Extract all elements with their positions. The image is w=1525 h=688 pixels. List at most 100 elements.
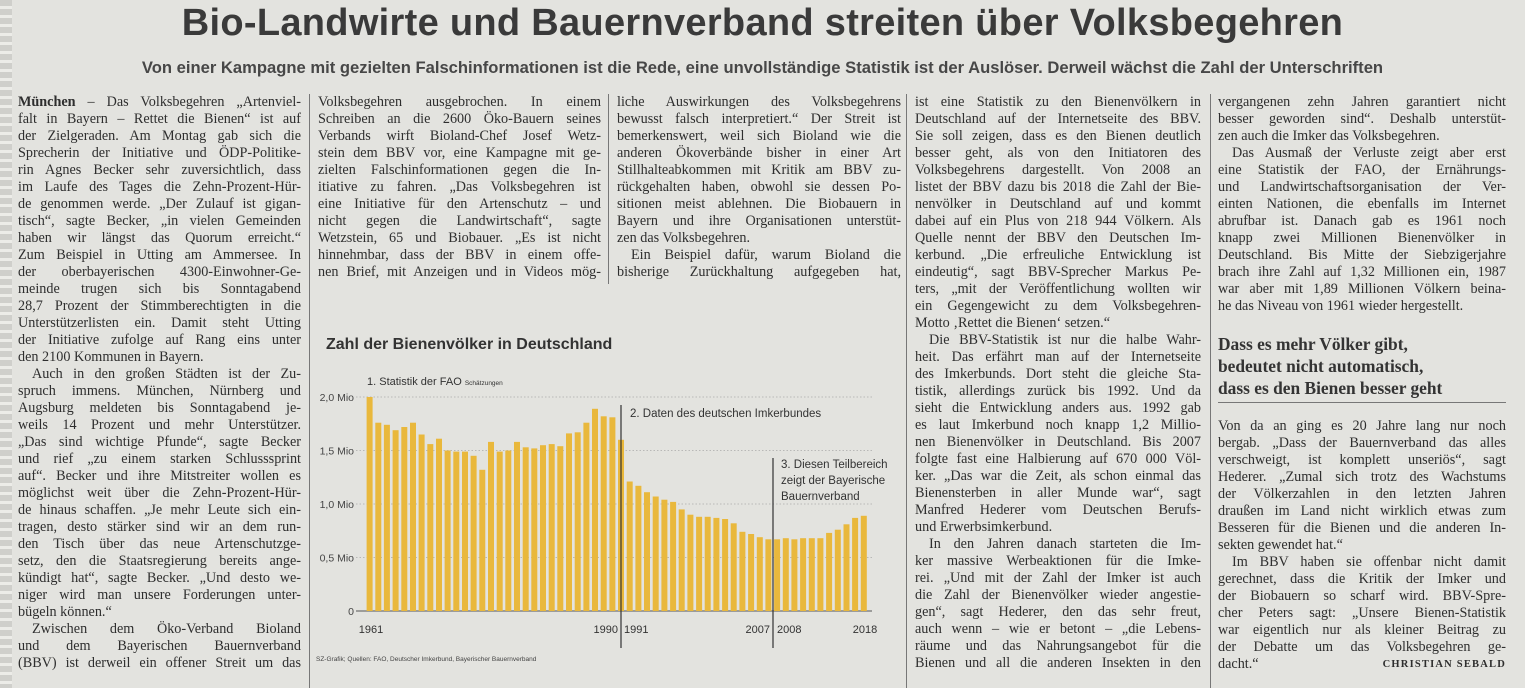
text-line: der Zielgeraden. Am Montag gab sich die	[18, 128, 301, 144]
text-line: liche Auswirkungen des Volksbegehrens	[617, 94, 901, 110]
text-line: nenvölker in Deutschland auf und kommt	[915, 196, 1201, 212]
text-line: dacht.“ CHRISTIAN SEBALD	[1218, 656, 1506, 673]
text-line: eine Initiative für den Artenschutz – un…	[318, 196, 601, 212]
text-line: nen Brief, mit Anzeigen und in Videos mö…	[318, 264, 601, 280]
bee-colonies-chart: Zahl der Bienenvölker in Deutschland 0 0,…	[312, 325, 905, 688]
bar-1974	[479, 469, 486, 611]
bar-2018	[860, 515, 867, 611]
x-tick-label: 1990	[594, 624, 618, 636]
text-line: Bienensterben in aller Munde war“, sagt	[915, 485, 1201, 501]
x-tick-label: 2018	[853, 624, 877, 636]
bar-1995	[661, 499, 668, 611]
text-line: niger wird man unsere Forderungen unter-	[18, 587, 301, 603]
bar-2007	[765, 539, 772, 611]
article-column-3: liche Auswirkungen des Volksbegehrens bew…	[617, 94, 901, 281]
text-line: Stillhalteabkommen mit Kritik am BBV zu-	[617, 162, 901, 178]
bar-1966	[410, 422, 416, 611]
pull-quote-line: dass es den Bienen besser geht	[1218, 378, 1443, 398]
text-line: sieht die Entwicklung anders aus. 1992 g…	[915, 400, 1201, 416]
text-line: Sprecherin der Initiative und ÖDP-Politi…	[18, 145, 301, 161]
text-line: auf“. Becker und ihre Mitstreiter wollen…	[18, 468, 301, 484]
text-line-content: dacht.“	[1218, 656, 1259, 672]
text-line: Sie soll zeigen, dass es den Bienen deut…	[915, 128, 1201, 144]
bar-1983	[557, 446, 564, 611]
text-line: gerechnet, dass die Kritik der Imker und	[1218, 571, 1506, 587]
bar-1971	[453, 451, 460, 611]
bar-1962	[375, 422, 382, 611]
pull-quote: Dass es mehr Völker gibt, bedeutet nicht…	[1218, 333, 1508, 399]
bar-2006	[756, 537, 763, 611]
text-line: und Landwirtschaftsorganisation der Ver-	[1218, 179, 1506, 195]
text-line: Das Ausmaß der Verluste zeigt aber erst	[1232, 145, 1506, 161]
text-line: Im BBV haben sie offenbar nicht damit	[1232, 554, 1506, 570]
bar-2003	[730, 523, 737, 611]
bar-1986	[583, 422, 590, 611]
bar-2000	[704, 516, 711, 611]
bar-1973	[470, 455, 477, 611]
text-line: tragen, desto stärker sind wir an dem ru…	[18, 519, 301, 535]
bar-2015	[834, 529, 841, 611]
text-line: Deutschland auf der Internetseite des BB…	[915, 111, 1201, 127]
text-line: es laut Imkerbund noch knapp 1,2 Millio-	[915, 417, 1201, 433]
text-line: besser geht, als von den Initiatoren des	[915, 145, 1201, 161]
text-line: den Tisch über das neue Artenschutzge-	[18, 536, 301, 552]
text-line: Volksbegehren ausgebrochen. In einem	[318, 94, 601, 110]
text-line: draußen im Land nicht wirklich etwas zum	[1218, 503, 1506, 519]
bar-2001	[713, 517, 720, 611]
text-line: cher Peters sagt: „Unsere Bienen-Statist…	[1218, 605, 1506, 621]
text-line: besser geworden sind“. Deshalb unterstüt…	[1218, 111, 1506, 127]
bar-1993	[644, 492, 650, 611]
text-line: de genommen werde. „Der Zulauf ist gigan…	[18, 196, 301, 212]
bar-2013	[817, 538, 824, 611]
section-label-fao: 1. Statistik der FAO Schätzungen	[367, 376, 503, 388]
text-line: möglichst weit über die Zehn-Prozent-Hür…	[18, 485, 301, 501]
text-line: München – Das Volksbegehren „Artenviel-	[18, 94, 301, 111]
text-line: die Zahl der Bienenvölker wieder angesti…	[915, 587, 1201, 603]
bar-1999	[696, 516, 703, 611]
page-binding-edge	[0, 0, 12, 688]
text-line: zen auch die Imker das Volksbegehren.	[1218, 128, 1440, 144]
section-label-imkerbund: 2. Daten des deutschen Imkerbundes	[630, 408, 821, 420]
text-line: Bienen und all die anderen Insekten in d…	[915, 655, 1201, 671]
text-line: den 2100 Kommunen in Bayern.	[18, 349, 204, 365]
bar-1981	[540, 445, 546, 611]
text-line: „Das sind wichtige Pfunde“, sagte Becker	[18, 434, 301, 450]
text-line: Ein Beispiel dafür, warum Bioland die	[631, 247, 901, 263]
text-line: dabei auf ein Plus von 218 944 Völkern. …	[915, 213, 1201, 229]
bar-2009	[782, 538, 789, 611]
text-line: nen Bienenvölker in Deutschland. Bis 200…	[915, 434, 1201, 450]
text-line: anderen Ökoverbände bisher in einer Art	[617, 145, 901, 161]
column-rule	[1210, 94, 1211, 688]
text-line: Volksbegehrens dargestellt. Von 2008 an	[915, 162, 1201, 178]
text-line: itiative zu fahren. „Das Volksbegehren i…	[318, 179, 601, 195]
text-line: Auch in den großen Städten ist der Zu-	[32, 366, 301, 382]
bar-1985	[574, 432, 581, 611]
text-line: haben wir längst das Quorum erreicht.“	[18, 230, 301, 246]
chart-title: Zahl der Bienenvölker in Deutschland	[326, 336, 612, 353]
text-line: der Initiative zufolge auf Rang eins unt…	[18, 332, 301, 348]
text-line: bügeln können.“	[18, 604, 112, 620]
text-line: Besseren für die Bienen und die anderen …	[1218, 520, 1506, 536]
text-line: des Imkerbunds. Dort steht die gleiche S…	[915, 366, 1201, 382]
text-line: rei. „Und mit der Zahl der Imker ist auc…	[915, 570, 1201, 586]
text-line: kerbund. „Die erfreuliche Entwicklung is…	[915, 247, 1201, 263]
section-label-bbv: 3. Diesen Teilbereich zeigt der Bayerisc…	[781, 459, 891, 503]
bar-1976	[496, 451, 503, 611]
text-line: weils 14 Prozent und mehr Unterstützer.	[18, 417, 301, 433]
bar-1965	[401, 427, 408, 611]
text-line: ist eine Statistik zu den Bienenvölkern …	[915, 94, 1201, 110]
text-line: Zwischen dem Öko-Verband Bioland	[32, 621, 301, 637]
text-line: tisch“, sagte Becker, „in vielen Gemeind…	[18, 213, 301, 229]
chart-source: SZ-Grafik; Quellen: FAO, Deutscher Imker…	[316, 656, 537, 663]
text-line: kündigt hat“, sagte Becker. „Und desto w…	[18, 570, 301, 586]
text-line: räume und das Nahrungsangebot für die	[915, 638, 1201, 654]
text-line: Quelle nennt der BBV den Deutschen Im-	[915, 230, 1201, 246]
bar-1970	[444, 450, 451, 611]
text-line: rückgehalten haben, obwohl sie dessen Po…	[617, 179, 901, 195]
text-line: listet der BBV dazu bis 2018 die Zahl de…	[915, 179, 1201, 195]
text-line: und dem Bayerischen Bauernverband	[18, 638, 301, 654]
text-line: brach ihre Zahl auf 1,32 Millionen ein, …	[1218, 264, 1506, 280]
text-line: Unterstützerlisten ein. Damit steht Utti…	[18, 315, 301, 331]
bar-1967	[418, 434, 425, 611]
text-line: sekten gewendet hat.“	[1218, 537, 1343, 553]
